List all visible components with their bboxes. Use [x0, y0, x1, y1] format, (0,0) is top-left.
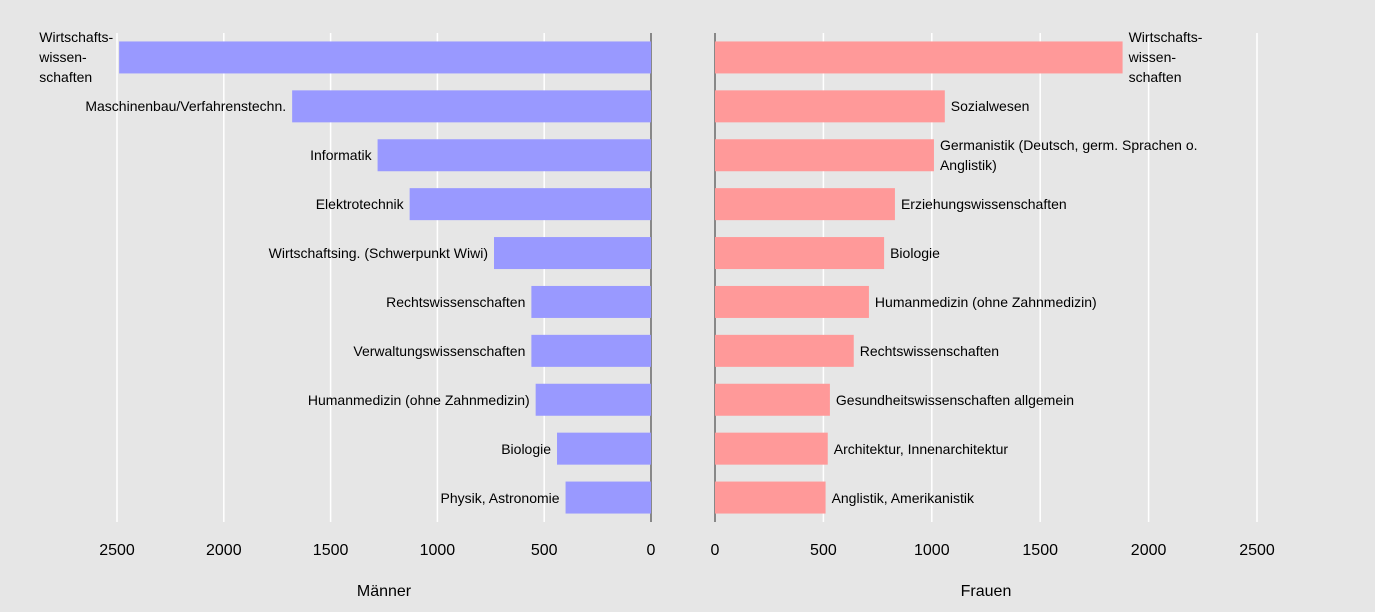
- bar: [715, 237, 885, 270]
- bar-label: Maschinenbau/Verfahrenstechn.: [85, 98, 287, 115]
- bar-label: Informatik: [310, 147, 372, 164]
- bar-label: Erziehungswissenschaften: [900, 196, 1067, 213]
- bar-label: Biologie: [890, 245, 940, 262]
- x-tick-label: 500: [810, 542, 837, 559]
- x-tick-label: 2000: [1130, 542, 1167, 559]
- bar: [409, 188, 651, 221]
- x-axis-label: Männer: [356, 583, 412, 600]
- bar: [557, 432, 651, 465]
- x-tick-label: 1000: [914, 542, 950, 559]
- x-tick-label: 500: [530, 542, 558, 559]
- bar: [715, 481, 826, 514]
- bar-label: Verwaltungswissenschaften: [353, 342, 526, 359]
- bar: [715, 41, 1123, 74]
- bar: [292, 90, 651, 123]
- bar-label: Rechtswissenschaften: [386, 293, 526, 310]
- x-axis-label: Frauen: [960, 583, 1012, 600]
- bar: [715, 383, 830, 416]
- bar-label: Rechtswissenschaften: [859, 342, 1000, 359]
- bar-label: Physik, Astronomie: [440, 489, 560, 506]
- bar-label: Architektur, Innenarchitektur: [833, 440, 1009, 457]
- x-tick-label: 1500: [312, 542, 349, 559]
- bar: [715, 90, 945, 123]
- x-tick-label: 2000: [206, 542, 242, 559]
- bar: [531, 285, 651, 318]
- bar: [535, 383, 651, 416]
- bar-label: Wirtschafts- wissen- schaften: [39, 29, 114, 86]
- bar-label: Wirtschafts- wissen- schaften: [1128, 29, 1203, 86]
- bar: [715, 188, 895, 221]
- x-tick-label: 2500: [99, 542, 135, 559]
- bar-label: Anglistik, Amerikanistik: [831, 489, 974, 506]
- x-tick-label: 2500: [1239, 542, 1275, 559]
- bar-label: Biologie: [501, 440, 552, 457]
- bar: [531, 334, 651, 367]
- x-tick-label: 1500: [1022, 542, 1058, 559]
- bar-label: Gesundheitswissenschaften allgemein: [835, 391, 1075, 408]
- bar: [715, 139, 934, 172]
- bar: [715, 432, 828, 465]
- bar-label: Sozialwesen: [950, 98, 1030, 115]
- bar: [715, 334, 854, 367]
- bar-label: Humanmedizin (ohne Zahnmedizin): [874, 293, 1097, 310]
- bar: [494, 237, 651, 270]
- bar-label: Wirtschaftsing. (Schwerpunkt Wiwi): [268, 245, 489, 262]
- bar: [715, 285, 869, 318]
- bar: [377, 139, 651, 172]
- x-tick-label: 0: [646, 542, 656, 559]
- x-tick-label: 0: [710, 542, 720, 559]
- bar: [119, 41, 652, 74]
- bar: [565, 481, 651, 514]
- bar-label: Elektrotechnik: [315, 196, 404, 213]
- bar-label: Humanmedizin (ohne Zahnmedizin): [307, 391, 530, 408]
- x-tick-label: 1000: [419, 542, 456, 559]
- bar-label: Germanistik (Deutsch, germ. Sprachen o. …: [939, 137, 1198, 174]
